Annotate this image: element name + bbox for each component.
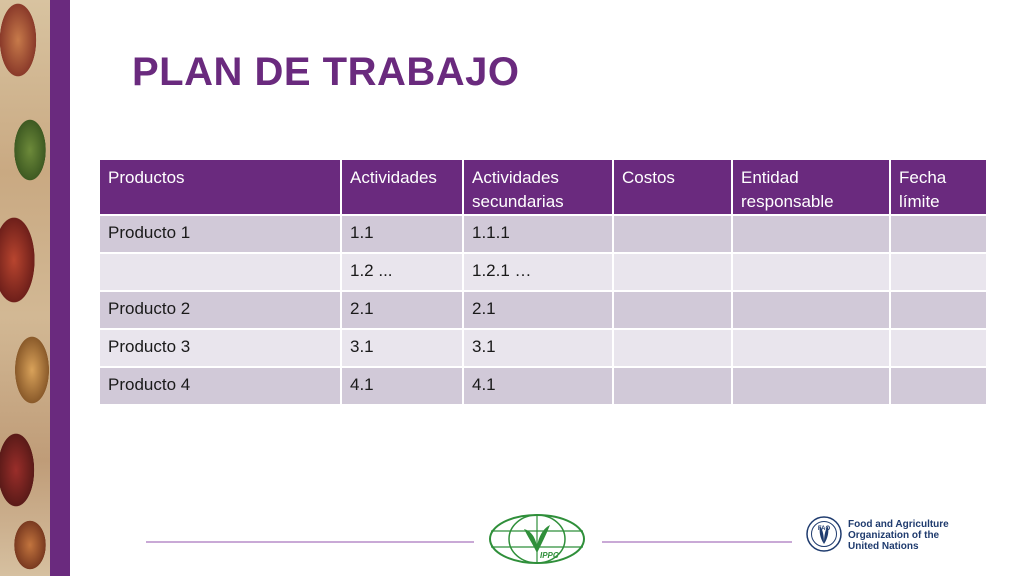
table-cell: 2.1 (340, 290, 464, 330)
table-cell: Producto 2 (98, 290, 342, 330)
accent-band (50, 0, 70, 576)
table-cell: Producto 4 (98, 366, 342, 406)
table-cell: Producto 1 (98, 214, 342, 254)
table-cell: 4.1 (340, 366, 464, 406)
table-cell: 2.1 (462, 290, 614, 330)
header-productos: Productos (98, 158, 342, 216)
table-cell (889, 328, 988, 368)
table-cell: Producto 3 (98, 328, 342, 368)
table-cell (612, 252, 733, 292)
fao-name-line-3: United Nations (848, 541, 919, 552)
table-cell (731, 290, 891, 330)
table-cell: 1.2 ... (340, 252, 464, 292)
table-row: Producto 3 3.1 3.1 (98, 328, 988, 368)
table-header-row: Productos Actividades Actividades secund… (98, 158, 988, 216)
table-cell (889, 214, 988, 254)
table-cell: 1.1 (340, 214, 464, 254)
table-cell: 1.2.1 … (462, 252, 614, 292)
header-entidad-responsable: Entidad responsable (731, 158, 891, 216)
footer-divider-left (146, 541, 474, 543)
fao-name-line-1: Food and Agriculture (848, 519, 949, 530)
table-cell (612, 328, 733, 368)
header-actividades-secundarias: Actividades secundarias (462, 158, 614, 216)
fao-logo: FAO (806, 516, 842, 552)
footer-divider-right (602, 541, 792, 543)
table-cell: 1.1.1 (462, 214, 614, 254)
table-row: Producto 2 2.1 2.1 (98, 290, 988, 330)
table-cell: 3.1 (462, 328, 614, 368)
decorative-illustration-strip (0, 0, 50, 576)
table-cell (612, 366, 733, 406)
work-plan-table: Productos Actividades Actividades secund… (98, 158, 988, 406)
header-fecha-limite: Fecha límite (889, 158, 988, 216)
table-cell (612, 214, 733, 254)
table-cell (731, 214, 891, 254)
table-cell (731, 328, 891, 368)
table-row: Producto 4 4.1 4.1 (98, 366, 988, 406)
fao-logo-text: FAO (818, 526, 831, 532)
table-cell (889, 366, 988, 406)
table-cell (731, 366, 891, 406)
slide-title: PLAN DE TRABAJO (132, 50, 520, 94)
table-row: 1.2 ... 1.2.1 … (98, 252, 988, 292)
ippc-logo-text: IPPC (540, 551, 559, 560)
table-cell (731, 252, 891, 292)
fao-name-line-2: Organization of the (848, 530, 940, 541)
ippc-logo: IPPC (489, 514, 585, 564)
table-cell (889, 290, 988, 330)
fao-name: Food and Agriculture Organization of the… (848, 519, 949, 552)
table-cell (889, 252, 988, 292)
table-cell: 3.1 (340, 328, 464, 368)
table-cell (98, 252, 342, 292)
header-actividades: Actividades (340, 158, 464, 216)
table-cell (612, 290, 733, 330)
table-row: Producto 1 1.1 1.1.1 (98, 214, 988, 254)
header-costos: Costos (612, 158, 733, 216)
table-cell: 4.1 (462, 366, 614, 406)
